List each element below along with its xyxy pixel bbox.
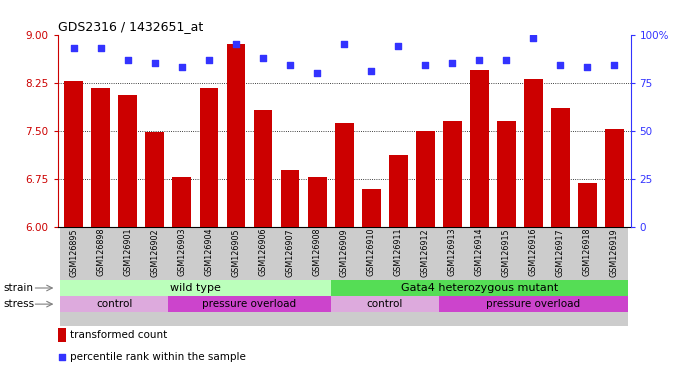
Point: [96, 45, 106, 51]
Point: [338, 41, 349, 47]
Point: [393, 43, 403, 49]
Bar: [64, 81, 83, 227]
Bar: [331, 227, 357, 326]
Bar: [168, 227, 195, 326]
Point: [285, 62, 296, 68]
Bar: [439, 296, 628, 312]
Point: [447, 60, 458, 66]
Text: Gata4 heterozygous mutant: Gata4 heterozygous mutant: [401, 283, 558, 293]
Point: [123, 56, 134, 63]
Bar: [470, 70, 489, 227]
Bar: [546, 227, 574, 326]
Point: [68, 45, 79, 51]
Bar: [304, 227, 331, 326]
Bar: [250, 227, 277, 326]
Bar: [412, 227, 439, 326]
Bar: [60, 296, 168, 312]
Point: [474, 56, 485, 63]
Point: [176, 64, 187, 70]
Bar: [58, 328, 66, 342]
Point: [609, 62, 620, 68]
Point: [231, 41, 241, 47]
Point: [501, 56, 512, 63]
Bar: [331, 296, 439, 312]
Bar: [142, 227, 168, 326]
Bar: [357, 227, 384, 326]
Point: [555, 62, 565, 68]
Text: control: control: [366, 299, 403, 309]
Text: strain: strain: [3, 283, 33, 293]
Bar: [308, 177, 327, 227]
Point: [528, 35, 539, 41]
Point: [56, 354, 67, 360]
Point: [312, 70, 323, 76]
Bar: [335, 123, 353, 227]
Bar: [60, 227, 87, 326]
Bar: [60, 280, 331, 296]
Text: pressure overload: pressure overload: [486, 299, 580, 309]
Text: wild type: wild type: [170, 283, 221, 293]
Text: percentile rank within the sample: percentile rank within the sample: [70, 352, 245, 362]
Bar: [520, 227, 546, 326]
Bar: [146, 132, 164, 227]
Bar: [168, 296, 331, 312]
Bar: [281, 170, 300, 227]
Text: stress: stress: [3, 299, 35, 309]
Bar: [578, 183, 597, 227]
Bar: [605, 129, 624, 227]
Bar: [361, 189, 380, 227]
Bar: [92, 88, 111, 227]
Text: transformed count: transformed count: [70, 330, 167, 340]
Bar: [87, 227, 115, 326]
Bar: [497, 121, 516, 227]
Bar: [416, 131, 435, 227]
Text: GDS2316 / 1432651_at: GDS2316 / 1432651_at: [58, 20, 203, 33]
Point: [203, 56, 214, 63]
Bar: [222, 227, 250, 326]
Text: control: control: [96, 299, 133, 309]
Bar: [254, 110, 273, 227]
Bar: [443, 121, 462, 227]
Point: [365, 68, 376, 74]
Bar: [199, 88, 218, 227]
Bar: [384, 227, 412, 326]
Bar: [524, 79, 542, 227]
Bar: [551, 108, 570, 227]
Point: [420, 62, 431, 68]
Bar: [601, 227, 628, 326]
Point: [258, 55, 268, 61]
Bar: [439, 227, 466, 326]
Bar: [119, 95, 138, 227]
Bar: [277, 227, 304, 326]
Point: [582, 64, 593, 70]
Bar: [388, 155, 407, 227]
Bar: [195, 227, 222, 326]
Bar: [331, 280, 628, 296]
Bar: [115, 227, 142, 326]
Bar: [172, 177, 191, 227]
Bar: [226, 44, 245, 227]
Bar: [574, 227, 601, 326]
Bar: [466, 227, 493, 326]
Text: pressure overload: pressure overload: [203, 299, 296, 309]
Bar: [493, 227, 520, 326]
Point: [149, 60, 160, 66]
